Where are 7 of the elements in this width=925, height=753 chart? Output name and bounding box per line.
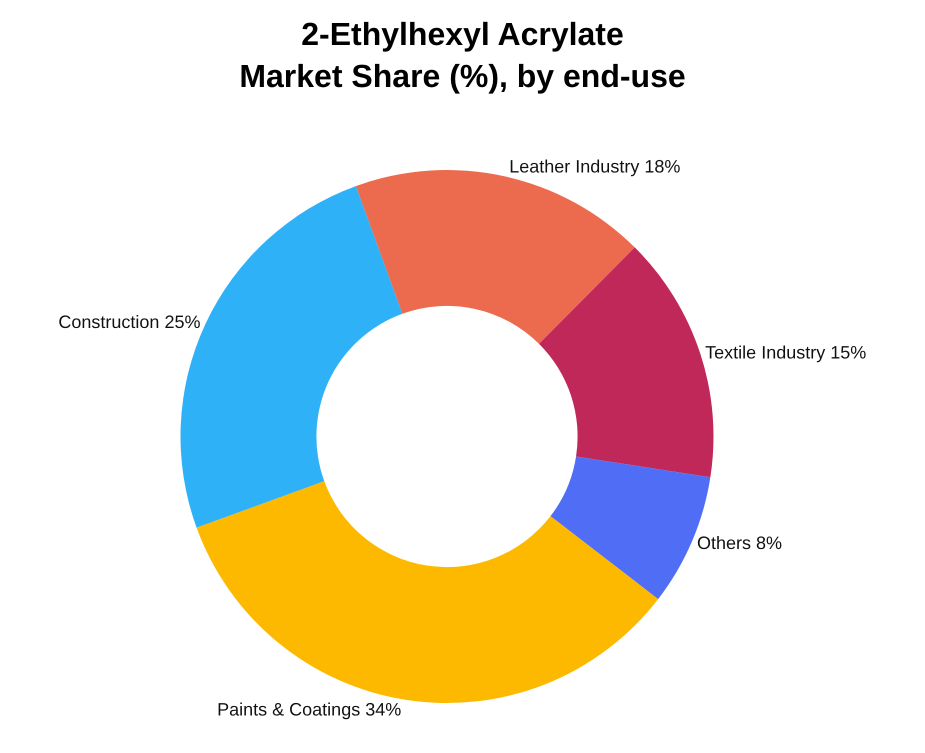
slice-label: Paints & Coatings 34% — [217, 700, 402, 720]
donut-slice — [196, 481, 658, 703]
slice-label: Textile Industry 15% — [705, 342, 866, 362]
slice-label: Construction 25% — [58, 312, 200, 332]
slice-label: Others 8% — [696, 533, 782, 554]
slice-label: Leather Industry 18% — [509, 156, 680, 177]
chart-title: 2-Ethylhexyl Acrylate Market Share (%), by end-use — [239, 16, 686, 94]
